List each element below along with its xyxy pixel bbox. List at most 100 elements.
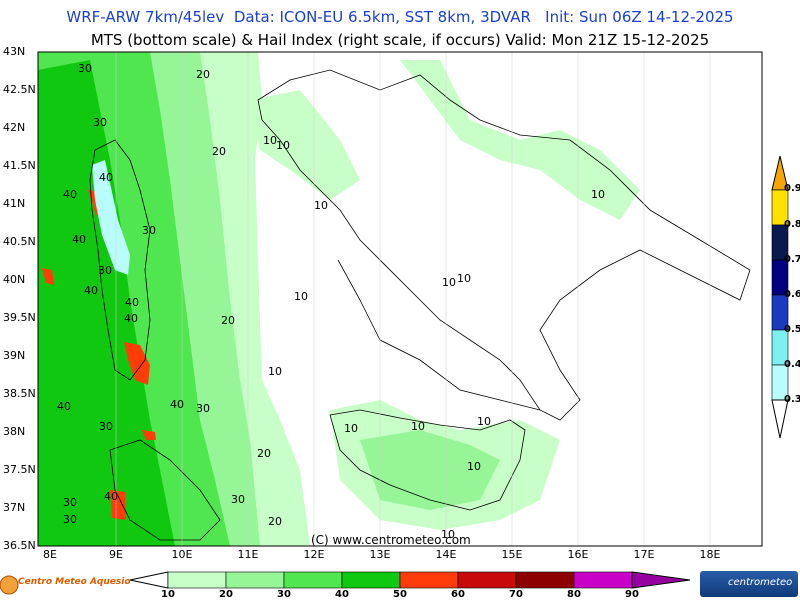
contour-label: 30	[63, 513, 77, 526]
contour-label: 40	[63, 188, 77, 201]
contour-label: 10	[263, 134, 277, 147]
contour-label: 30	[63, 496, 77, 509]
contour-label: 40	[99, 171, 113, 184]
lat-label: 38N	[3, 425, 26, 438]
lat-label: 41N	[3, 197, 26, 210]
contour-label: 20	[257, 447, 271, 460]
contour-label: 10	[314, 199, 328, 212]
contour-label: 10	[442, 276, 456, 289]
hail-scale-label: 0.7	[784, 254, 800, 265]
left-logo[interactable]: Centro Meteo Aquesio	[0, 572, 131, 598]
left-logo-text: Centro Meteo Aquesio	[18, 577, 131, 587]
lon-label: 15E	[501, 548, 523, 561]
graticule	[115, 52, 711, 546]
lon-label: 12E	[303, 548, 325, 561]
contour-label: 40	[57, 400, 71, 413]
lat-label: 40N	[3, 273, 26, 286]
mts-cell-tunisia	[110, 490, 126, 520]
mts-scale-label: 90	[625, 589, 639, 600]
hail-colorbar	[771, 155, 789, 439]
contour-label: 30	[231, 493, 245, 506]
lat-label: 39N	[3, 349, 26, 362]
contour-label: 10	[294, 290, 308, 303]
lat-label: 42.5N	[3, 83, 36, 96]
right-logo[interactable]: centrometeo	[700, 571, 798, 597]
contour-label: 20	[212, 145, 226, 158]
contour-label: 40	[124, 312, 138, 325]
mts-band-40	[38, 60, 175, 546]
mts-patch-sicily	[360, 430, 500, 510]
mts-scale-label: 50	[393, 589, 407, 600]
contour-label: 30	[93, 116, 107, 129]
right-logo-text: centrometeo	[728, 577, 793, 588]
lat-label: 37.5N	[3, 463, 36, 476]
hail-scale-label: 0.5	[784, 324, 800, 335]
lon-label: 8E	[43, 548, 57, 561]
hail-area	[92, 160, 130, 275]
copyright-text: (C) www.centrometeo.com	[311, 533, 471, 547]
mts-scale-label: 60	[451, 589, 465, 600]
hail-scale-label: 0.6	[784, 289, 800, 300]
contour-label: 20	[268, 515, 282, 528]
mts-cell-channel	[142, 430, 156, 440]
contour-label: 30	[196, 402, 210, 415]
header-line-2: MTS (bottom scale) & Hail Index (right s…	[90, 31, 710, 49]
left-logo-icon	[0, 575, 19, 595]
hail-scale-label: 0.8	[784, 219, 800, 230]
mts-patch-central	[250, 90, 360, 200]
lat-label: 43N	[3, 45, 26, 58]
lon-label: 14E	[435, 548, 457, 561]
contour-label: 30	[99, 420, 113, 433]
mts-scale-label: 40	[335, 589, 349, 600]
mts-scale-label: 20	[219, 589, 233, 600]
contour-label: 20	[196, 68, 210, 81]
lat-label: 40.5N	[3, 235, 36, 248]
mts-cell-sardinia-south	[124, 342, 150, 385]
mts-cell-west	[42, 268, 54, 285]
lon-label: 10E	[171, 548, 193, 561]
header-line-1: WRF-ARW 7km/45lev Data: ICON-EU 6.5km, S…	[66, 8, 734, 26]
coastlines	[89, 69, 751, 541]
contour-label: 10	[268, 365, 282, 378]
mts-colorbar	[129, 571, 691, 589]
contour-label: 40	[84, 284, 98, 297]
contour-label: 10	[477, 415, 491, 428]
lat-label: 41.5N	[3, 159, 36, 172]
map-frame	[37, 51, 763, 547]
contour-label: 10	[467, 460, 481, 473]
lon-label: 11E	[237, 548, 259, 561]
lat-label: 42N	[3, 121, 26, 134]
mts-patch-adriatic	[400, 60, 640, 220]
lon-label: 17E	[633, 548, 655, 561]
hail-scale-label: 0.3	[784, 394, 800, 405]
contour-label: 40	[170, 398, 184, 411]
lat-label: 38.5N	[3, 387, 36, 400]
contour-label: 40	[125, 296, 139, 309]
lat-label: 37N	[3, 501, 26, 514]
lat-label: 39.5N	[3, 311, 36, 324]
contour-label: 10	[344, 422, 358, 435]
lon-label: 18E	[699, 548, 721, 561]
contour-label: 30	[98, 264, 112, 277]
mts-scale-label: 70	[509, 589, 523, 600]
lat-label: 36.5N	[3, 539, 36, 552]
contour-label: 10	[591, 188, 605, 201]
contour-label: 40	[104, 490, 118, 503]
lon-label: 9E	[109, 548, 123, 561]
mts-scale-label: 10	[161, 589, 175, 600]
contour-label: 40	[72, 233, 86, 246]
hail-scale-label: 0.9	[784, 183, 800, 194]
contour-label: 10	[457, 272, 471, 285]
contour-label: 10	[276, 139, 290, 152]
contour-label: 30	[78, 62, 92, 75]
contour-label: 10	[411, 420, 425, 433]
lon-label: 13E	[369, 548, 391, 561]
mts-scale-label: 30	[277, 589, 291, 600]
hail-scale-label: 0.4	[784, 359, 800, 370]
mts-scale-label: 80	[567, 589, 581, 600]
contour-label: 20	[221, 314, 235, 327]
contour-label: 10	[441, 528, 455, 541]
contour-label: 30	[142, 224, 156, 237]
lon-label: 16E	[567, 548, 589, 561]
